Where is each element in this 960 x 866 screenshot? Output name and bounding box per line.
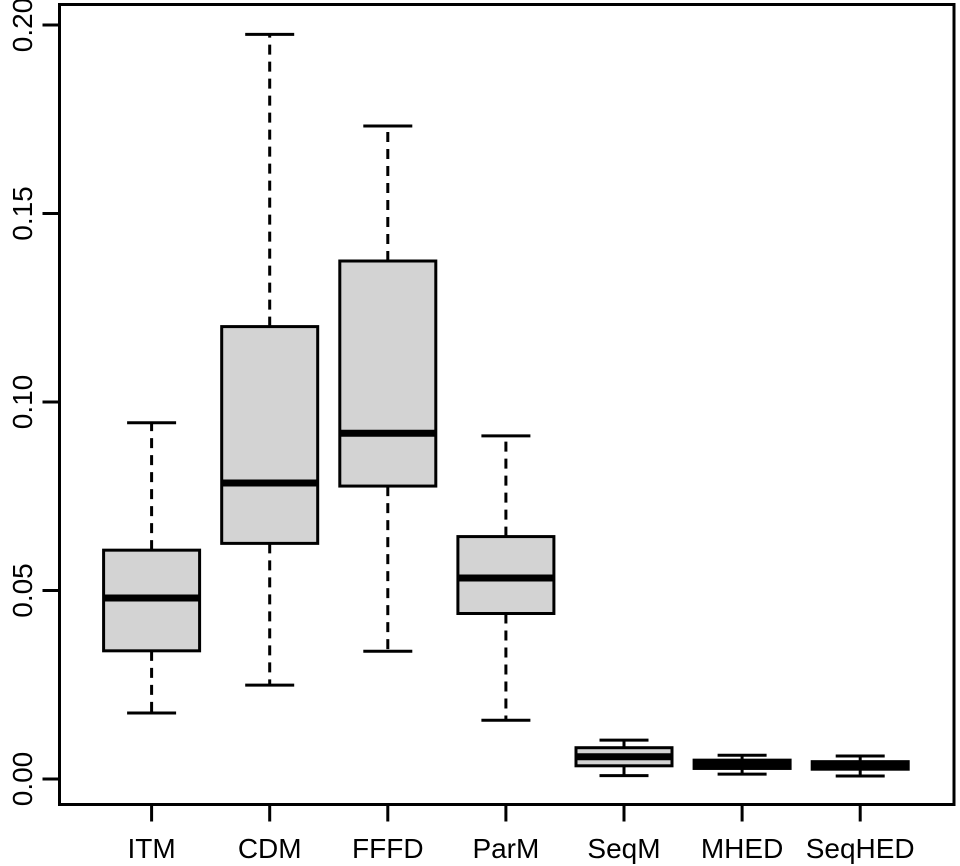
x-axis-tick-label: SeqM (587, 833, 660, 864)
y-axis-tick-label: 0.20 (7, 0, 38, 52)
x-axis-tick-label: ITM (127, 833, 175, 864)
box-group-SeqHED (810, 754, 910, 778)
y-axis-tick-label: 0.10 (7, 375, 38, 430)
x-axis-tick-label: CDM (238, 833, 302, 864)
iqr-box (338, 259, 438, 488)
y-axis-tick-label: 0.15 (7, 186, 38, 241)
x-axis-tick-label: FFFD (352, 833, 424, 864)
x-axis-tick-label: MHED (701, 833, 783, 864)
x-axis-tick-label: SeqHED (806, 833, 915, 864)
box-group-SeqM (574, 738, 674, 778)
y-axis-tick-label: 0.00 (7, 752, 38, 807)
y-axis: 0.00 0.05 0.10 0.15 0.20 (7, 0, 60, 806)
iqr-box (220, 325, 320, 545)
box-group-CDM (220, 32, 320, 687)
box-group-ParM (456, 434, 556, 722)
box-group-MHED (692, 753, 792, 776)
box-group-ITM (102, 421, 202, 715)
x-axis-tick-label: ParM (472, 833, 539, 864)
x-axis: ITM CDM FFFD ParM SeqM MHED SeqHED (127, 804, 915, 864)
box-group-FFFD (338, 124, 438, 653)
y-axis-tick-label: 0.05 (7, 563, 38, 618)
